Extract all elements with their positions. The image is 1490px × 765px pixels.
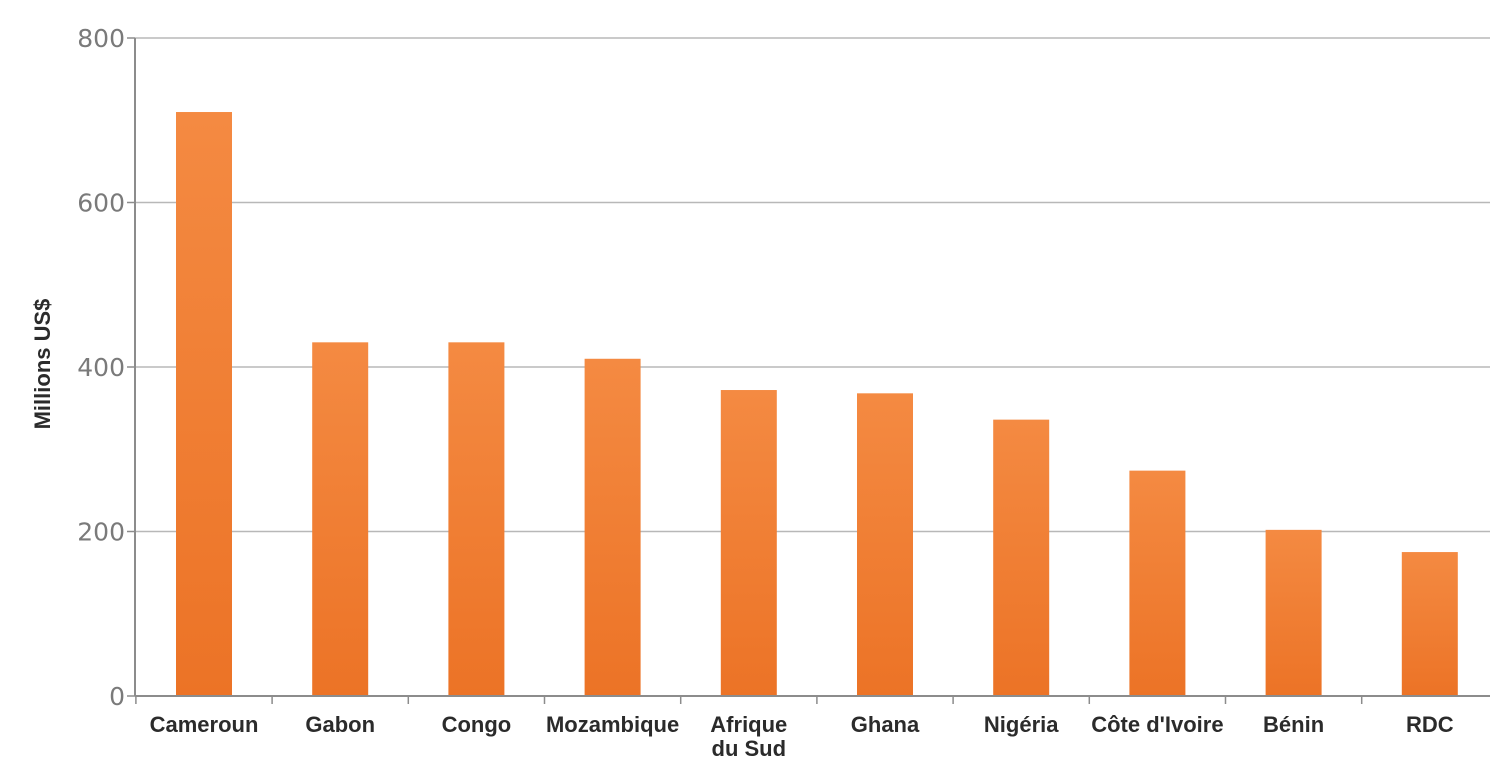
x-tick-label-cameroun: Cameroun <box>150 712 259 737</box>
axis-layer <box>127 37 1490 704</box>
x-tick-label-b-nin: Bénin <box>1263 712 1324 737</box>
x-tick-label-afrique-du-sud: Afrique du Sud <box>710 712 787 761</box>
bar-nig-ria <box>993 419 1050 696</box>
x-tick-label-c-te-d-ivoire: Côte d'Ivoire <box>1091 712 1223 737</box>
bar-mozambique <box>584 358 641 696</box>
y-tick-labels: 0 200 400 600 800 <box>77 24 125 711</box>
bar-afrique-du-sud <box>720 390 777 696</box>
x-tick-label-rdc: RDC <box>1406 712 1454 737</box>
x-tick-label-ghana: Ghana <box>851 712 920 737</box>
bar-cameroun <box>176 112 232 696</box>
bar-rdc <box>1401 552 1458 696</box>
bar-b-nin <box>1265 529 1322 696</box>
bar-congo <box>448 342 505 696</box>
bar-ghana <box>857 393 913 696</box>
y-tick-label-200: 200 <box>77 518 125 547</box>
y-tick-label-400: 400 <box>77 353 125 382</box>
x-tick-label-congo: Congo <box>442 712 512 737</box>
x-tick-label-gabon: Gabon <box>305 712 375 737</box>
bar-c-te-d-ivoire <box>1129 470 1186 696</box>
x-tick-label-mozambique: Mozambique <box>546 712 679 737</box>
bar-gabon <box>312 342 369 696</box>
x-tick-label-nig-ria: Nigéria <box>984 712 1059 737</box>
x-tick-labels: Cameroun Gabon Congo Mozambique Afrique du Su… <box>150 712 1454 761</box>
y-tick-label-0: 0 <box>109 682 125 711</box>
bars-layer <box>176 112 1458 696</box>
y-tick-label-800: 800 <box>77 24 125 53</box>
y-axis-label: Millions US$ <box>30 299 55 430</box>
y-tick-label-600: 600 <box>77 189 125 218</box>
